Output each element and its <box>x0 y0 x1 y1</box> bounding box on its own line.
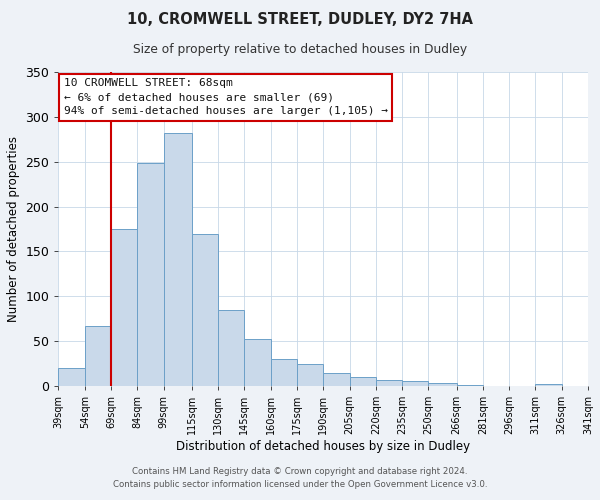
Bar <box>137 164 164 386</box>
Text: 10, CROMWELL STREET, DUDLEY, DY2 7HA: 10, CROMWELL STREET, DUDLEY, DY2 7HA <box>127 12 473 28</box>
Bar <box>111 229 137 386</box>
Bar <box>350 377 376 386</box>
Bar <box>271 359 297 386</box>
Bar <box>244 340 271 386</box>
Bar <box>191 234 218 386</box>
Y-axis label: Number of detached properties: Number of detached properties <box>7 136 20 322</box>
Text: 10 CROMWELL STREET: 68sqm
← 6% of detached houses are smaller (69)
94% of semi-d: 10 CROMWELL STREET: 68sqm ← 6% of detach… <box>64 78 388 116</box>
Bar <box>164 133 191 386</box>
Bar <box>218 310 244 386</box>
Text: Contains public sector information licensed under the Open Government Licence v3: Contains public sector information licen… <box>113 480 487 489</box>
Bar <box>85 326 111 386</box>
Bar <box>402 380 428 386</box>
Bar <box>297 364 323 386</box>
Text: Contains HM Land Registry data © Crown copyright and database right 2024.: Contains HM Land Registry data © Crown c… <box>132 467 468 476</box>
Bar <box>58 368 85 386</box>
Bar <box>376 380 402 386</box>
Bar <box>323 372 350 386</box>
Bar <box>457 385 483 386</box>
X-axis label: Distribution of detached houses by size in Dudley: Distribution of detached houses by size … <box>176 440 470 453</box>
Text: Size of property relative to detached houses in Dudley: Size of property relative to detached ho… <box>133 42 467 56</box>
Bar <box>535 384 562 386</box>
Bar <box>428 384 457 386</box>
